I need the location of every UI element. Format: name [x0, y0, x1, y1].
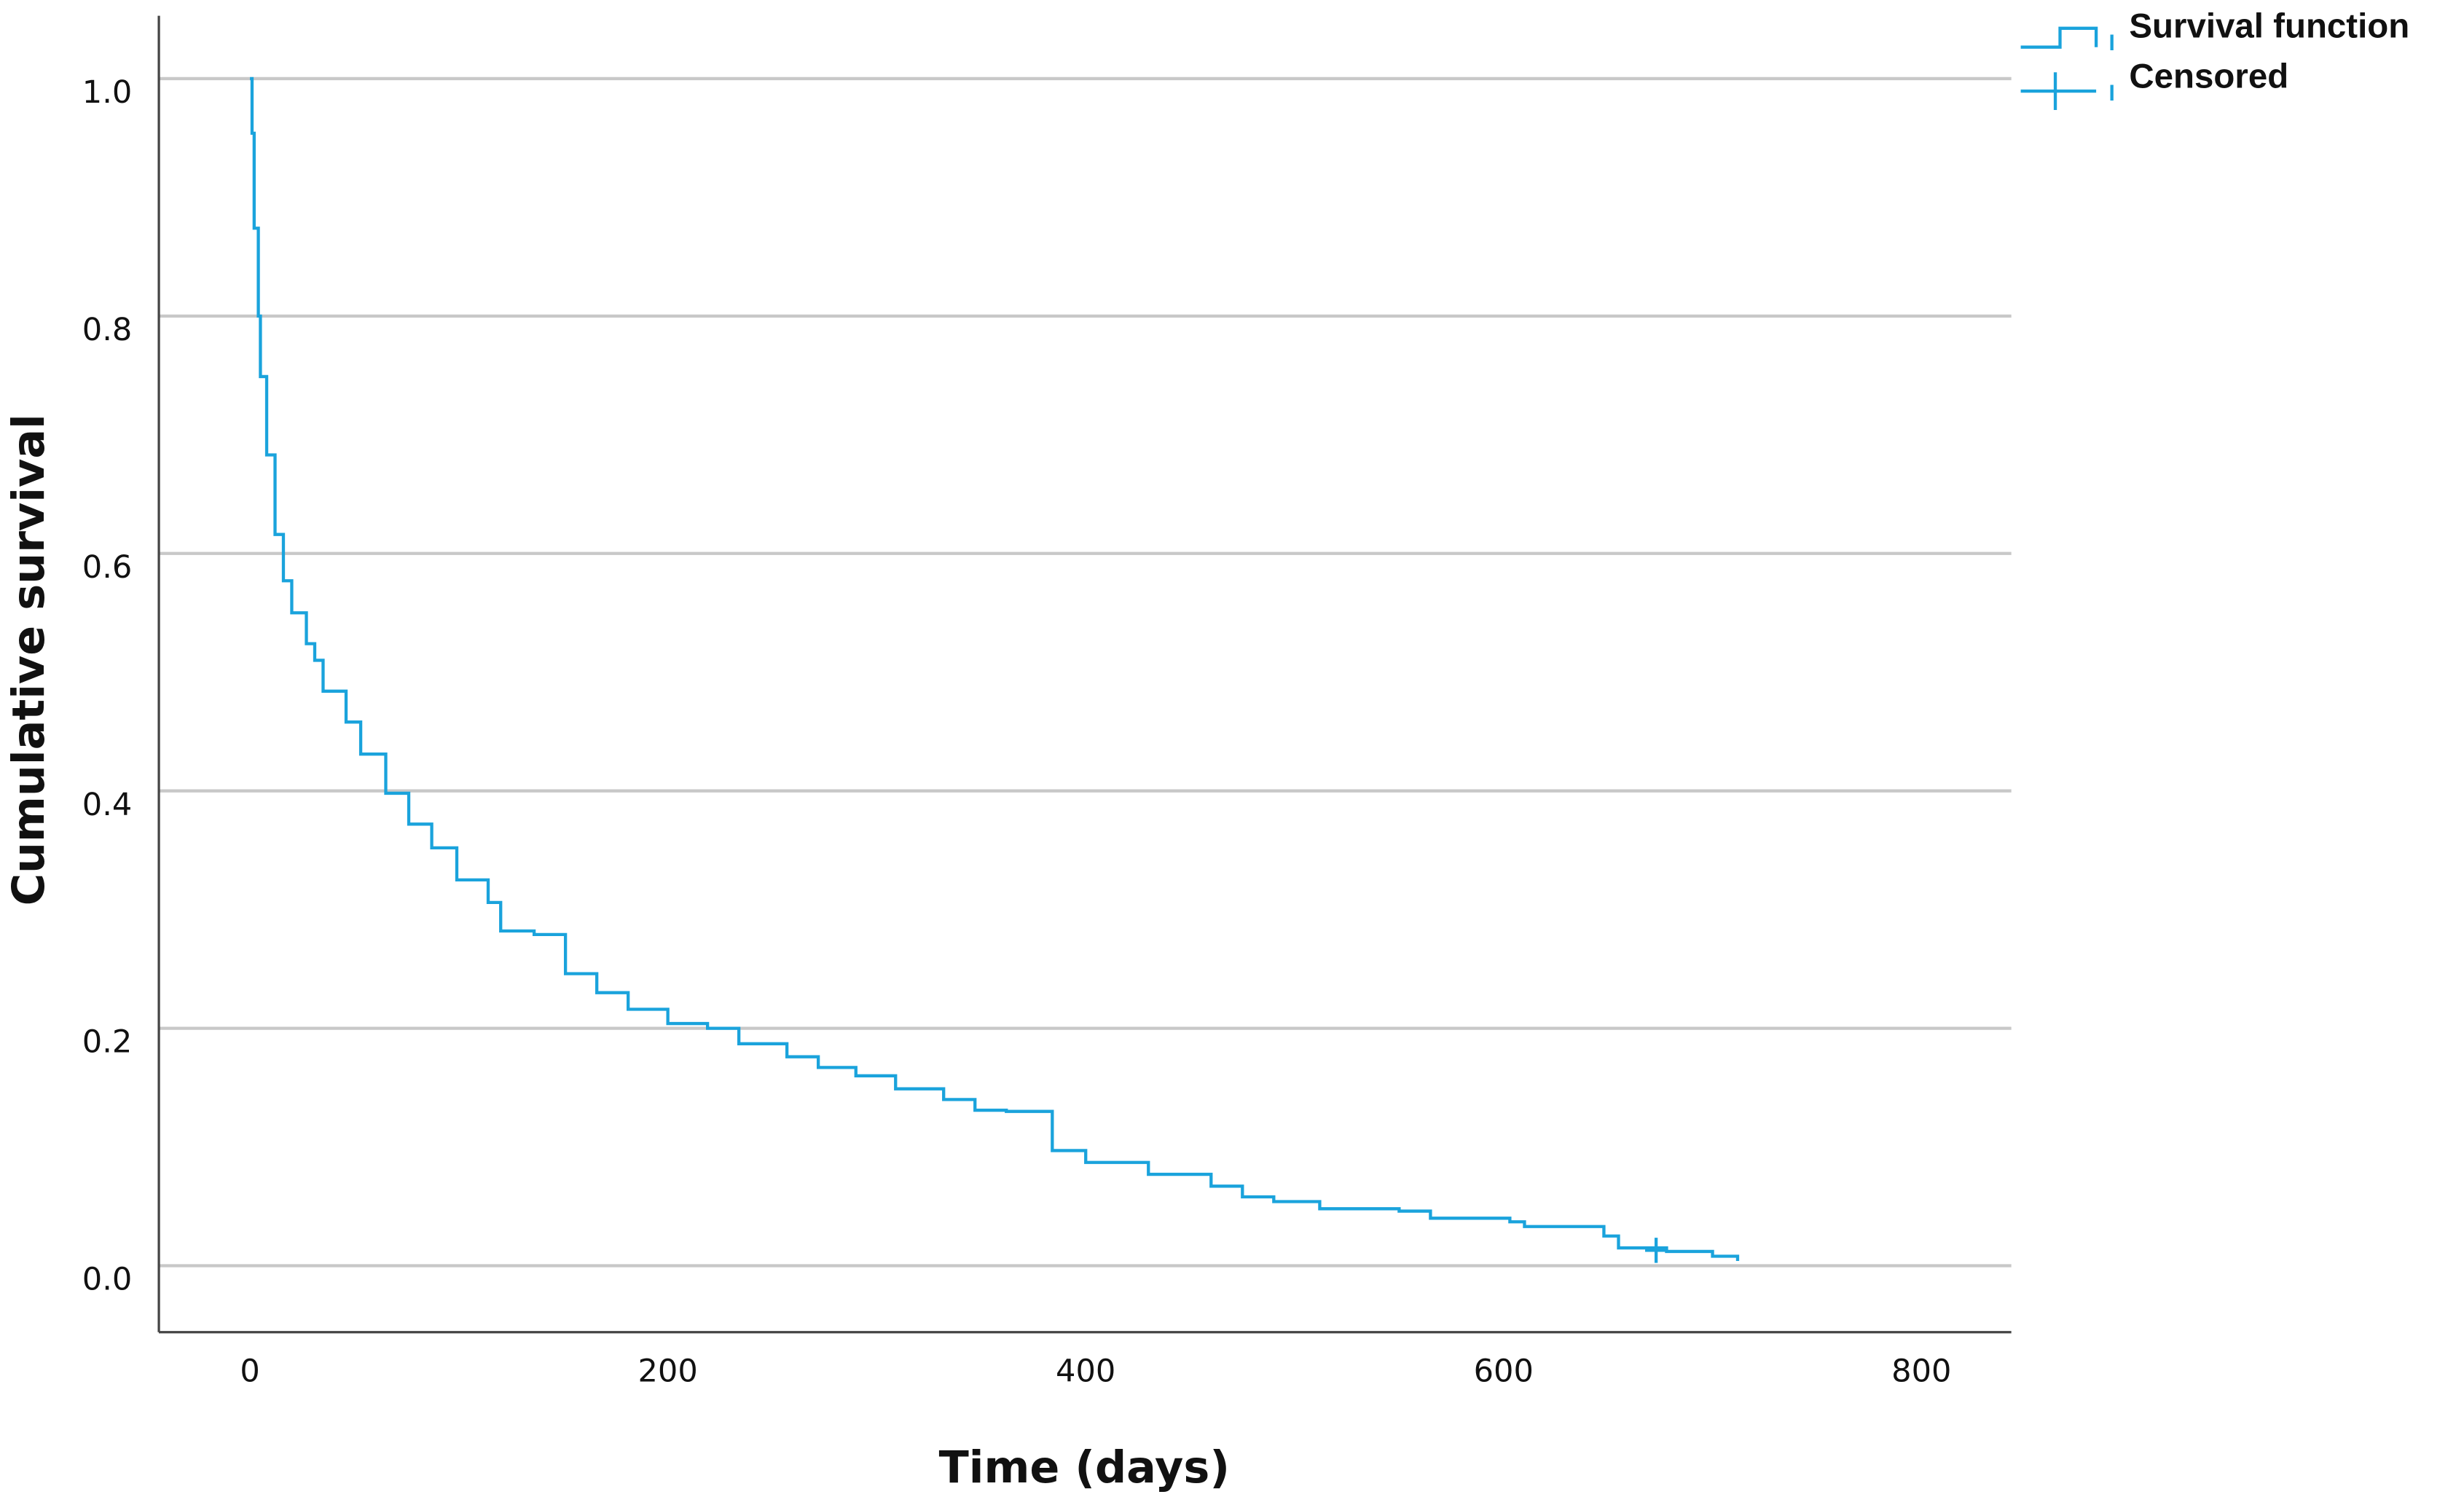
survival-curve: [250, 76, 1740, 1262]
y-tick-label: 0.2: [82, 1024, 133, 1061]
legend-label: Survival function: [2129, 7, 2409, 45]
y-tick-label: 0.4: [82, 787, 133, 823]
y-tick-label: 0.0: [82, 1262, 133, 1298]
censored-mark: [1645, 1238, 1668, 1263]
y-tick-label: 0.8: [82, 312, 133, 348]
legend-symbol: [2020, 26, 2114, 51]
x-axis-label: Time (days): [939, 1442, 1230, 1493]
legend-symbol: [2020, 72, 2114, 110]
y-axis-label: Cumulative survival: [4, 414, 55, 905]
x-tick-label: 800: [1891, 1353, 1951, 1389]
x-tick-label: 400: [1056, 1353, 1115, 1389]
x-tick-label: 200: [638, 1353, 698, 1389]
x-tick-label: 600: [1474, 1353, 1534, 1389]
y-tick-label: 0.6: [82, 549, 133, 586]
x-tick-label: 0: [240, 1353, 259, 1389]
y-tick-label: 1.0: [82, 74, 133, 111]
legend-label: Censored: [2129, 57, 2288, 95]
